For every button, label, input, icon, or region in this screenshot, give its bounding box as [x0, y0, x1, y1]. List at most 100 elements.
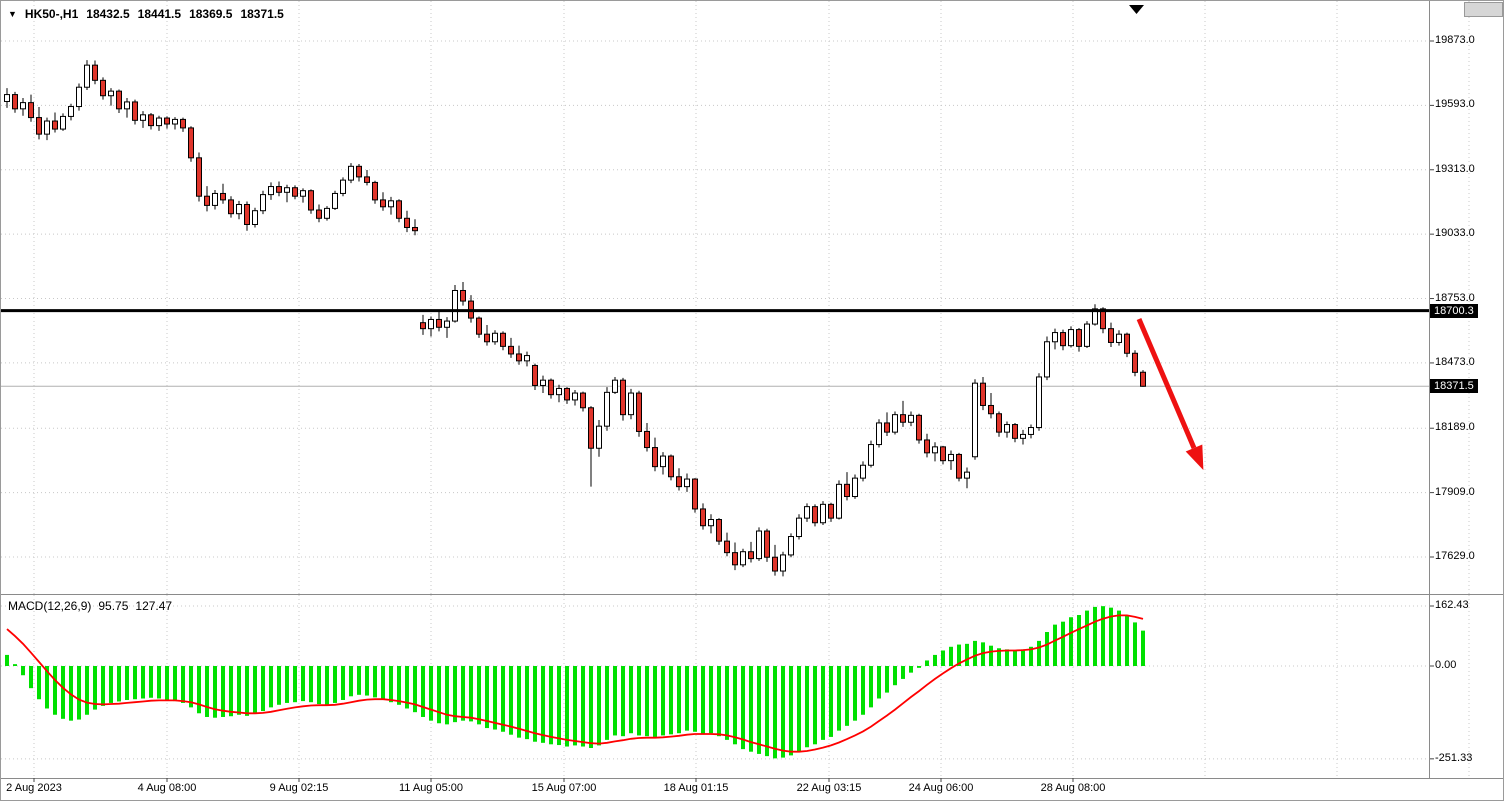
macd-histogram-bar [477, 666, 481, 725]
candle-body-down [844, 483, 850, 498]
macd-histogram-bar [741, 666, 745, 750]
candle-body-up [572, 392, 578, 401]
macd-histogram-bar [901, 666, 905, 679]
macd-histogram-bar [749, 666, 753, 752]
macd-histogram-bar [565, 666, 569, 747]
macd-histogram-bar [581, 666, 585, 747]
candle-body-down [564, 387, 570, 401]
macd-histogram-bar [573, 666, 577, 746]
candle-body-up [68, 106, 74, 117]
candle-body-up [140, 114, 146, 121]
macd-histogram-bar [1045, 632, 1049, 666]
candle-body-up [236, 203, 242, 215]
macd-histogram-bar [885, 666, 889, 693]
macd-histogram-bar [965, 643, 969, 666]
macd-histogram-bar [165, 666, 169, 700]
scrollbar-corner [1464, 2, 1503, 17]
macd-histogram-bar [157, 666, 161, 699]
macd-histogram-bar [229, 666, 233, 717]
macd-histogram-bar [21, 666, 25, 676]
macd-histogram-bar [597, 666, 601, 746]
macd-histogram-bar [389, 666, 393, 703]
macd-histogram-bar [845, 666, 849, 726]
macd-histogram-bar [61, 666, 65, 719]
candle-body-down [476, 317, 482, 335]
macd-histogram-bar [437, 666, 441, 724]
candle-body-down [676, 476, 682, 488]
candle-body-up [1044, 341, 1050, 378]
candle-body-down [292, 187, 298, 197]
macd-histogram-bar [813, 666, 817, 745]
current-price-tag: 18371.5 [1430, 379, 1478, 394]
candle-body-up [780, 554, 786, 572]
macd-histogram-bar [917, 666, 921, 668]
candle-body-up [756, 530, 762, 560]
macd-histogram-bar [149, 666, 153, 698]
macd-histogram-bar [125, 666, 129, 700]
macd-histogram-bar [877, 666, 881, 699]
candle-body-up [212, 192, 218, 206]
candle-body-down [828, 503, 834, 519]
candle-body-down [364, 176, 370, 183]
candle-body-up [612, 379, 618, 393]
candle-body-up [108, 90, 114, 97]
macd-header: MACD(12,26,9) 95.75 127.47 [8, 599, 172, 613]
macd-histogram-bar [725, 666, 729, 740]
macd-histogram-bar [221, 666, 225, 717]
macd-histogram-bar [781, 666, 785, 758]
macd-histogram-bar [693, 666, 697, 732]
macd-histogram-bar [13, 664, 17, 666]
macd-histogram-bar [1141, 630, 1145, 666]
candle-body-up [1092, 308, 1098, 325]
candle-body-down [1060, 332, 1066, 347]
macd-histogram-bar [717, 666, 721, 737]
macd-histogram-bar [557, 666, 561, 746]
macd-histogram-bar [981, 642, 985, 666]
macd-histogram-bar [117, 666, 121, 702]
candle-body-down [180, 118, 186, 129]
candle-body-up [1068, 329, 1074, 347]
trend-arrow-shaft[interactable] [1136, 318, 1197, 449]
candle-body-up [1116, 333, 1122, 343]
last-bar-low: 18369.5 [189, 7, 233, 21]
candle-body-up [84, 64, 90, 88]
candle-body-down [716, 519, 722, 542]
macd-histogram-bar [621, 666, 625, 737]
candle-body-down [372, 181, 378, 201]
trend-arrow-head[interactable] [1185, 444, 1204, 471]
candle-body-down [940, 446, 946, 462]
candle-body-up [788, 536, 794, 556]
candle-body-down [132, 101, 138, 121]
candle-body-down [484, 333, 490, 343]
macd-histogram-bar [413, 666, 417, 713]
macd-histogram-bar [1069, 617, 1073, 666]
candle-body-up [604, 391, 610, 427]
candle-body-up [972, 382, 978, 458]
candle-body-down [644, 430, 650, 449]
candle-body-down [732, 552, 738, 566]
candle-body-down [812, 506, 818, 524]
hline-price-tag[interactable]: 18700.3 [1430, 303, 1478, 318]
macd-histogram-bar [949, 646, 953, 666]
candle-body-up [740, 551, 746, 566]
candle-body-up [60, 115, 66, 130]
macd-histogram-bar [837, 666, 841, 731]
macd-histogram-bar [797, 666, 801, 752]
candle-body-up [44, 120, 50, 135]
macd-histogram-bar [525, 666, 529, 740]
macd-histogram-bar [1053, 624, 1057, 666]
macd-histogram-bar [1005, 649, 1009, 666]
candle-body-down [748, 551, 754, 560]
candle-body-down [228, 199, 234, 215]
macd-histogram-bar [509, 666, 513, 735]
candle-body-up [708, 519, 714, 527]
macd-histogram-bar [1021, 649, 1025, 666]
macd-signal-value: 127.47 [135, 599, 173, 613]
candle-body-down [1076, 329, 1082, 347]
candle-body-up [76, 86, 82, 108]
candle-body-up [492, 332, 498, 343]
candle-body-down [764, 530, 770, 558]
candle-body-up [596, 425, 602, 449]
candle-body-down [356, 165, 362, 178]
